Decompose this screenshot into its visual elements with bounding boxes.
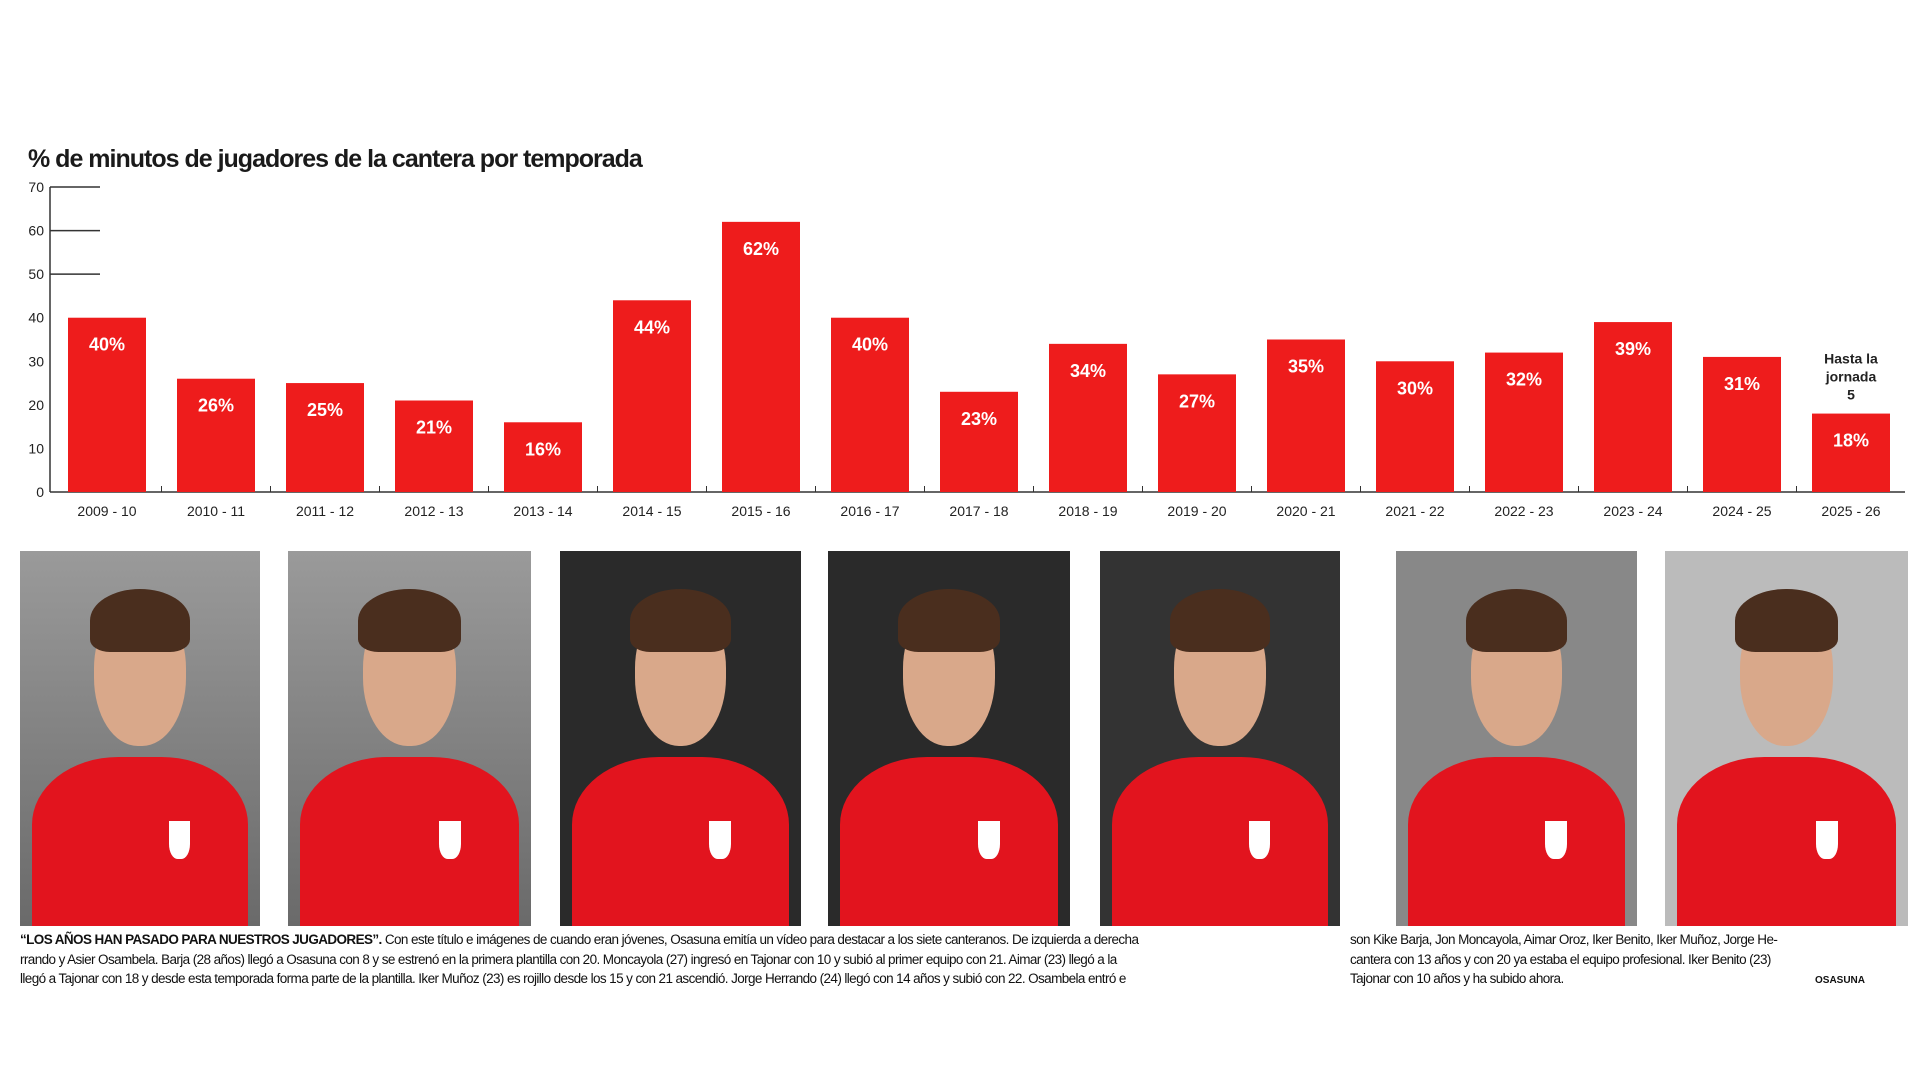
x-tick-label: 2010 - 11 [187,503,245,519]
chart-title: % de minutos de jugadores de la cantera … [28,145,643,173]
bar-2009-10 [68,317,146,492]
caption-line: son Kike Barja, Jon Moncayola, Aimar Oro… [1350,932,1778,947]
player-photo-2 [288,551,531,926]
caption-line: Tajonar con 10 años y ha subido ahora. [1350,971,1564,986]
data-label: 26% [198,396,234,416]
player-photo-3 [560,551,801,926]
bar-2016-17 [831,317,909,492]
player-photo-5 [1100,551,1340,926]
player-photo-7 [1665,551,1908,926]
bar-2019-20 [1158,374,1236,492]
caption-line: rrando y Asier Osambela. Barja (28 años)… [20,951,1117,967]
y-tick-label: 40 [28,310,44,326]
bar-2012-13 [395,400,473,492]
bar-2024-25 [1703,356,1781,492]
caption-right-column: son Kike Barja, Jon Moncayola, Aimar Oro… [1350,930,1778,989]
bar-2025-26 [1812,413,1890,492]
data-label: 32% [1506,370,1542,390]
y-tick-label: 60 [28,223,44,239]
bar-2017-18 [940,391,1018,492]
annotation-line: jornada [1825,369,1877,385]
x-tick-label: 2024 - 25 [1712,503,1771,519]
x-tick-label: 2023 - 24 [1603,503,1662,519]
caption-left-column: “LOS AÑOS HAN PASADO PARA NUESTROS JUGAD… [20,930,1139,989]
data-label: 31% [1724,374,1760,394]
annotation-line: 5 [1847,387,1855,403]
x-tick-label: 2012 - 13 [404,503,463,519]
data-label: 27% [1179,391,1215,411]
x-tick-label: 2019 - 20 [1167,503,1226,519]
data-label: 25% [307,400,343,420]
annotation-line: Hasta la [1824,351,1878,367]
data-label: 62% [743,239,779,259]
y-tick-label: 30 [28,353,44,369]
bar-2018-19 [1049,343,1127,492]
y-tick-label: 50 [28,266,44,282]
caption-text: Con este título e imágenes de cuando era… [381,932,1139,947]
data-label: 21% [416,418,452,438]
bar-chart: 0 10 20 30 40 50 60 70 40% 2009 - 10 26% 2010 - 11 2… [28,179,1905,519]
data-label: 39% [1615,339,1651,359]
x-tick-label: 2025 - 26 [1821,503,1880,519]
player-photo-1 [20,551,260,926]
caption-line: llegó a Tajonar con 18 y desde esta temp… [20,971,1126,986]
x-tick-label: 2009 - 10 [77,503,136,519]
bar-2014-15 [613,300,691,492]
bar-2022-23 [1485,352,1563,492]
data-label: 16% [525,439,561,459]
y-tick-label: 10 [28,440,44,456]
player-photo-6 [1396,551,1637,926]
bar-2020-21 [1267,339,1345,492]
x-tick-label: 2020 - 21 [1276,503,1335,519]
data-label: 18% [1833,431,1869,451]
y-tick-label: 0 [36,484,44,500]
x-tick-label: 2017 - 18 [949,503,1008,519]
x-tick-label: 2016 - 17 [840,503,899,519]
caption-line: “LOS AÑOS HAN PASADO PARA NUESTROS JUGAD… [20,930,1139,950]
data-label: 30% [1397,378,1433,398]
bar-2015-16 [722,221,800,492]
data-label: 34% [1070,361,1106,381]
data-label: 44% [634,317,670,337]
bar-2021-22 [1376,361,1454,492]
y-tick-label: 20 [28,397,44,413]
bar-2010-11 [177,378,255,492]
caption-headline: “LOS AÑOS HAN PASADO PARA NUESTROS JUGAD… [20,932,382,947]
x-tick-label: 2018 - 19 [1058,503,1117,519]
data-label: 23% [961,409,997,429]
x-tick-label: 2013 - 14 [513,503,572,519]
bar-2023-24 [1594,322,1672,492]
data-label: 35% [1288,357,1324,377]
data-label: 40% [852,335,888,355]
photo-credit: OSASUNA [1815,975,1866,986]
x-tick-label: 2022 - 23 [1494,503,1553,519]
x-tick-label: 2021 - 22 [1385,503,1444,519]
bar-2013-14 [504,422,582,492]
x-tick-label: 2015 - 16 [731,503,790,519]
x-tick-label: 2014 - 15 [622,503,681,519]
player-photo-4 [828,551,1070,926]
caption-line: cantera con 13 años y con 20 ya estaba e… [1350,951,1771,967]
x-tick-label: 2011 - 12 [296,503,354,519]
bar-2011-12 [286,383,364,492]
y-tick-label: 70 [28,179,44,195]
data-label: 40% [89,335,125,355]
